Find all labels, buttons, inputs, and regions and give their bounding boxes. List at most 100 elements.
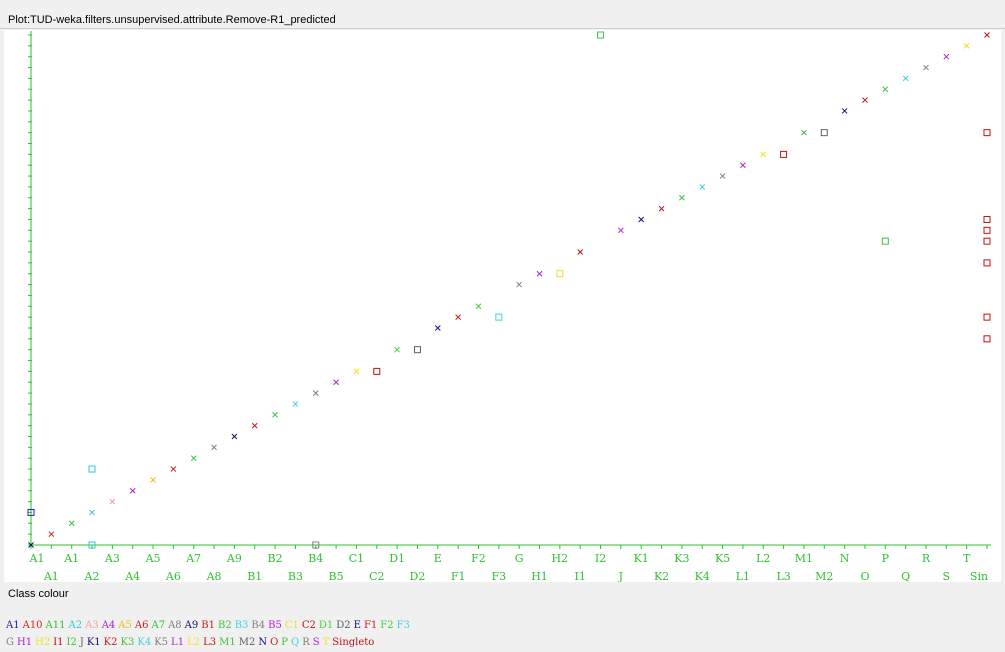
cross-stroke [618,227,624,234]
cross-stroke [943,53,950,60]
data-point-cross [719,173,726,179]
legend-entry: H2 [35,637,51,648]
cross-stroke [740,162,746,169]
cross-stroke [333,379,339,386]
data-point-cross [516,281,523,288]
data-point-cross [231,433,238,440]
legend-entry: K2 [103,637,118,648]
data-point-cross [211,444,217,451]
legend-entry: L1 [171,637,185,648]
legend-entry: D1 [318,620,334,631]
cross-stroke [89,509,95,516]
data-point-cross [109,498,116,505]
data-point-cross [658,205,665,212]
cross-stroke [272,411,278,418]
cross-stroke [48,531,55,538]
data-point-cross [333,379,339,386]
legend-entry: M1 [219,637,236,648]
legend-entry: C2 [301,620,316,631]
cross-stroke [150,477,156,483]
legend-entry: F1 [363,620,378,631]
x-tick-label: K5 [715,552,730,565]
data-point-cross [129,487,136,494]
x-tick-label: L3 [776,570,790,582]
data-point-cross [190,455,197,462]
x-tick-label: B5 [329,570,344,582]
legend-title: Class colour [8,588,69,600]
data-point-cross [48,531,55,538]
x-axis-labels: A1 A1 A3 A5 A7 A9 B2 B4 C1 D1 E F2 G H2 I2 K1 K3 K5 L2 M1 N P… [29,552,989,582]
legend-entry: K1 [86,637,101,648]
data-point-cross [68,520,75,527]
legend-entry: A7 [151,620,166,631]
x-tick-label: F2 [471,552,486,565]
data-point-cross [475,303,482,310]
data-point-cross [455,314,462,320]
data-point-square [983,129,991,137]
x-tick-label: S [943,570,951,582]
legend-entry: H1 [17,637,33,648]
cross-stroke [984,32,990,38]
legend-entry: A5 [118,620,132,631]
legend-entry: A10 [22,620,43,631]
cross-stroke [882,86,889,93]
legend-entry: P [281,637,288,648]
data-point-square [597,31,605,39]
x-tick-label: A2 [84,570,100,582]
x-tick-label: N [840,552,850,565]
data-point-cross [984,32,990,38]
data-point-cross [801,129,807,136]
cross-stroke [658,205,665,212]
cross-stroke [434,325,441,331]
legend-entry: I2 [66,637,77,648]
cross-stroke [312,390,319,396]
cross-stroke [801,129,807,136]
cross-stroke [394,346,400,353]
cross-stroke [231,433,238,440]
x-tick-label: D2 [410,570,426,582]
legend-entry: S [312,637,320,648]
x-tick-label: H1 [531,570,548,582]
data-point-cross [618,227,624,234]
data-point-cross [394,346,400,353]
x-tick-label: T [963,552,971,565]
data-point-cross [251,422,258,429]
plot-axes [28,31,991,549]
legend-entry: I1 [53,637,64,648]
cross-stroke [129,487,136,494]
x-tick-label: F3 [492,570,507,582]
legend-entry: M2 [238,637,256,648]
data-point-cross [923,64,929,71]
x-tick-label: K4 [695,570,710,582]
legend-entry: F2 [380,620,394,631]
x-tick-label: F1 [451,570,466,582]
cross-stroke [699,184,706,190]
plot-title: Plot:TUD-weka.filters.unsupervised.attri… [8,14,336,26]
data-point-cross [638,216,645,223]
x-tick-label: B2 [268,552,283,565]
x-tick-label: L2 [756,552,770,565]
cross-stroke [760,151,767,158]
plot-marks [27,31,991,549]
x-tick-label: A1 [43,570,59,582]
x-tick-label: B3 [288,570,303,582]
data-point-cross [841,108,848,114]
class-colour-legend: Class colour A1 A10 A11 A2 A3 A4 A5 A6 A7 A8 A9 B1 B… [0,584,1005,652]
data-point-cross [902,75,909,82]
x-tick-label: A6 [165,570,181,582]
cross-stroke [251,422,258,429]
data-point-square [983,237,991,245]
legend-entry: N [258,637,268,648]
data-point-square [88,541,96,549]
legend-entry: E [353,620,361,631]
legend-entry: A4 [101,620,116,631]
x-tick-label: A3 [104,552,120,565]
data-point-cross [963,42,970,49]
data-point-square [983,313,991,321]
legend-entry: Q [291,637,300,648]
legend-entry: R [302,637,310,648]
legend-entry: L3 [203,637,217,648]
cross-stroke [679,194,685,201]
legend-row-1: A1 A10 A11 A2 A3 A4 A5 A6 A7 A8 A9 B1 B2 B3 B4 B5 C1 C2 D1… [6,620,413,631]
data-point-cross [28,542,34,548]
